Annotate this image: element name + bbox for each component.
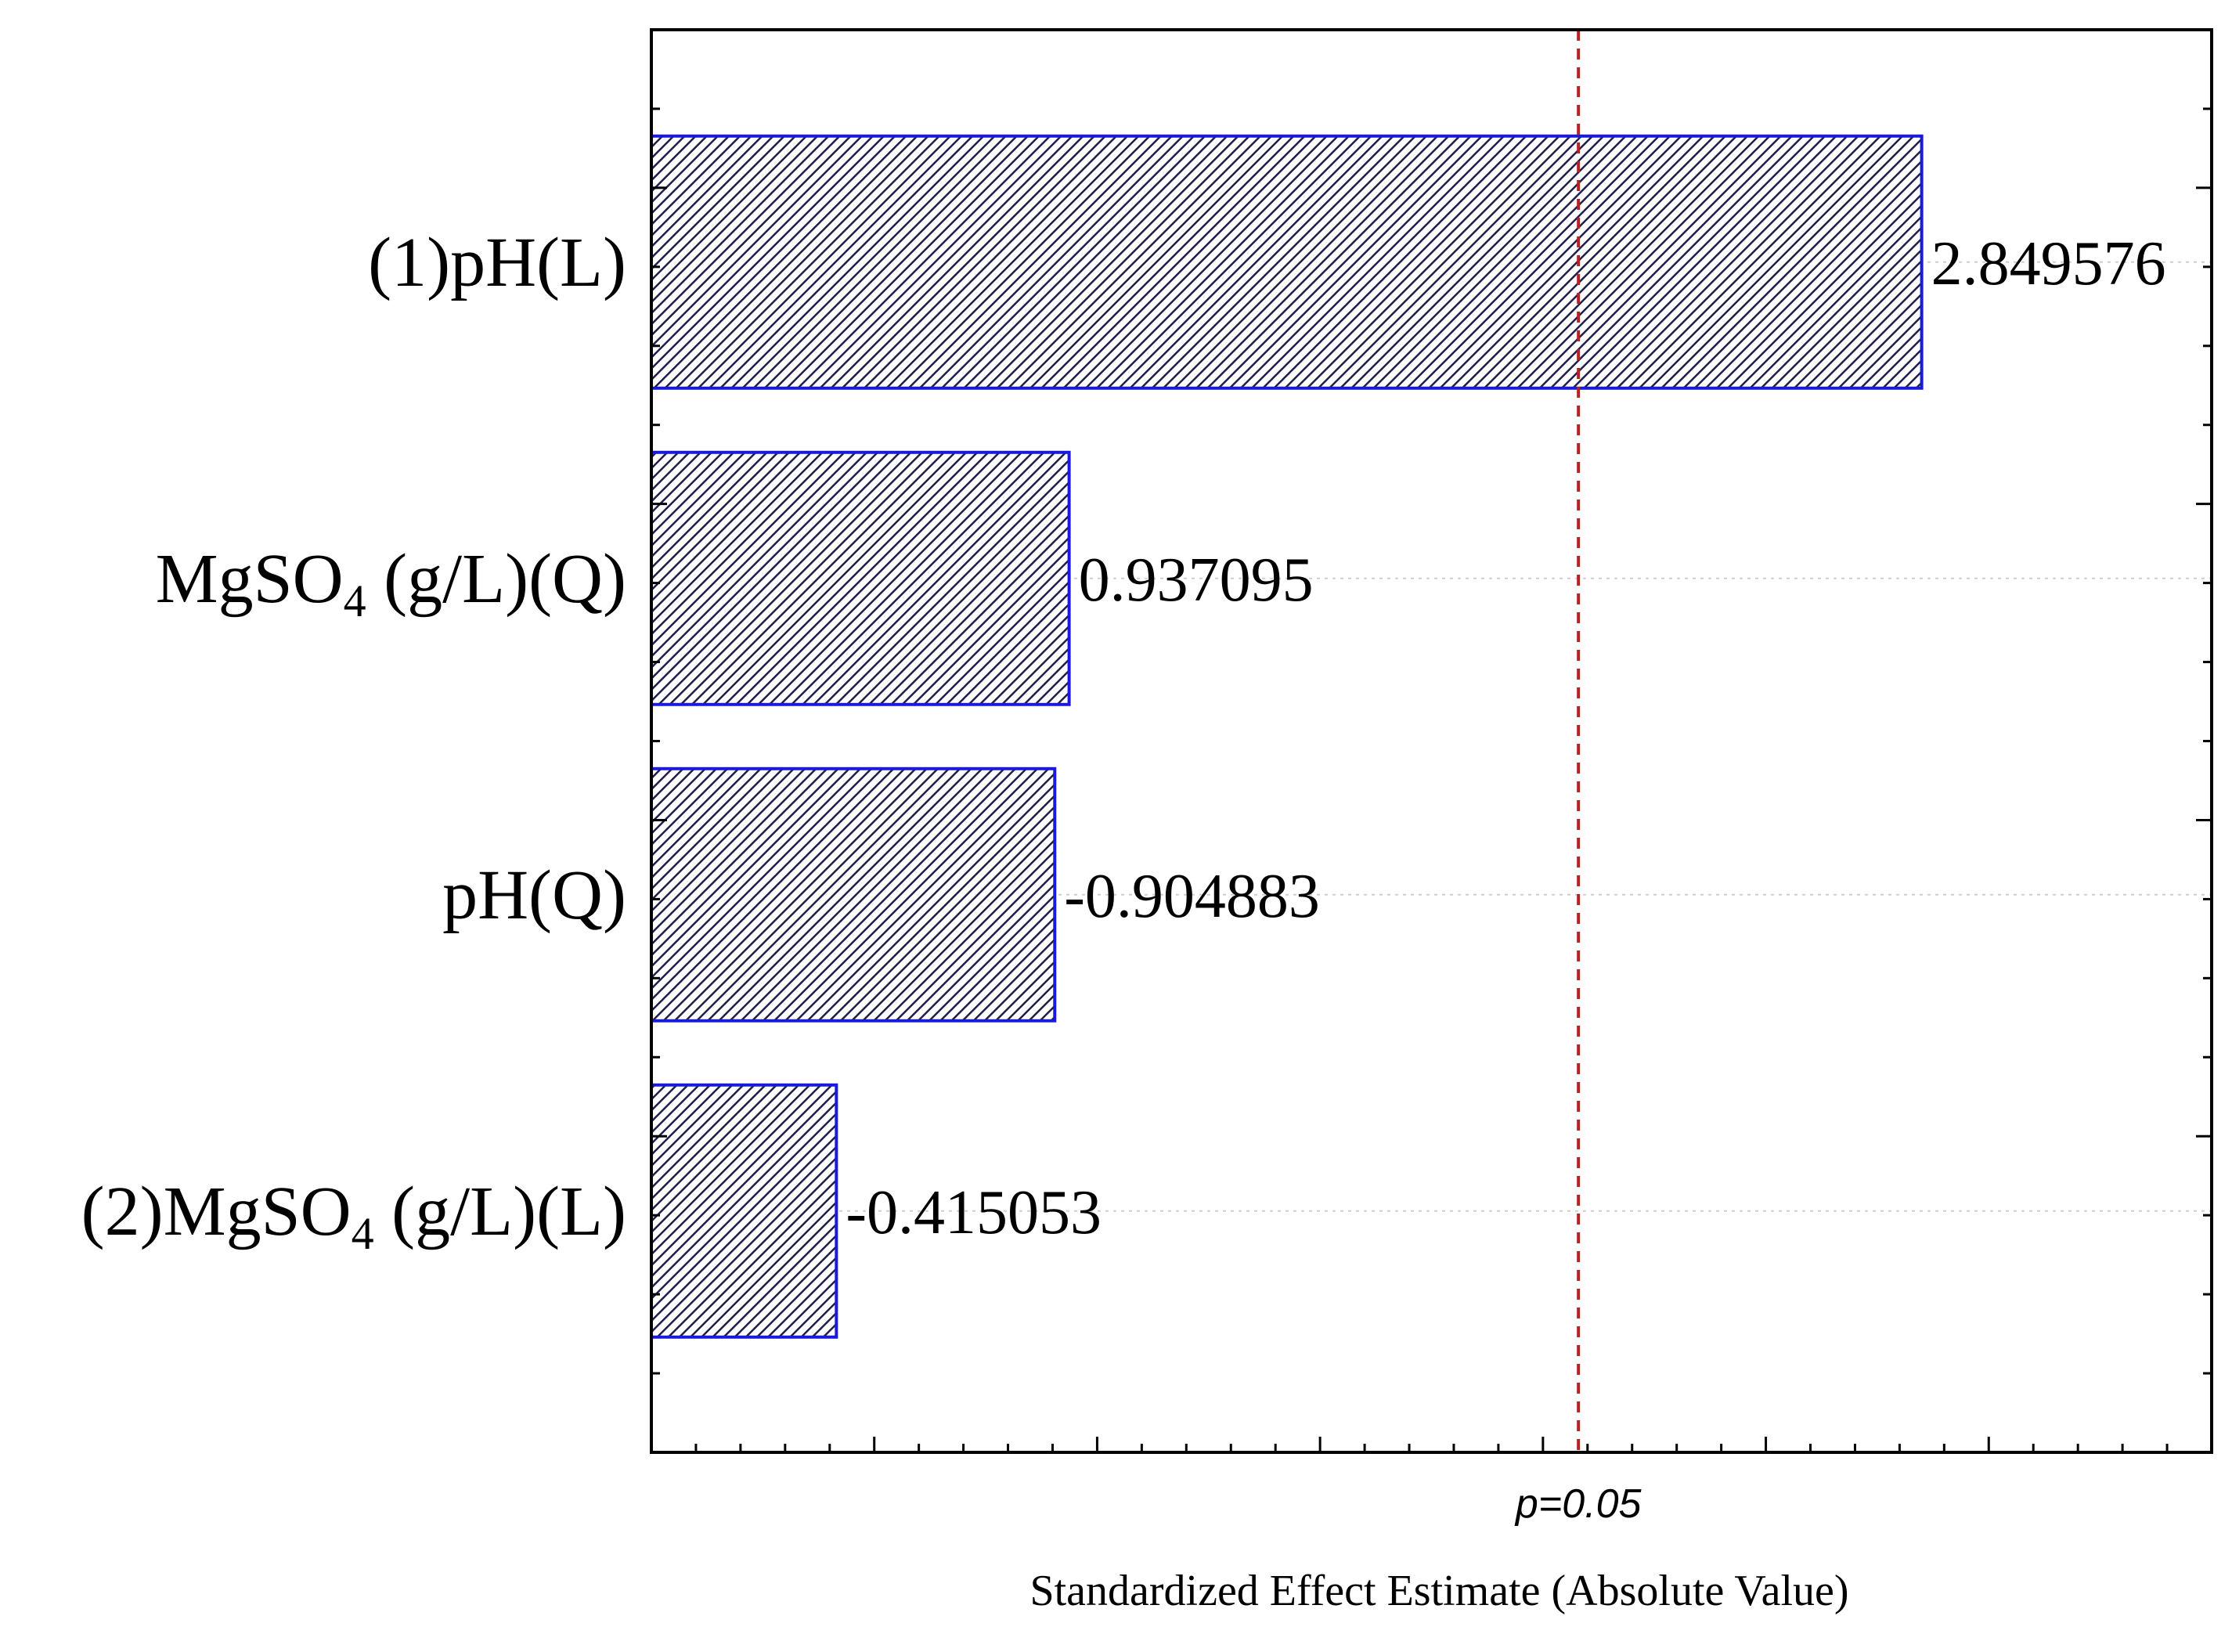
category-label: (2)MgSO4 (g/L)(L) <box>81 1173 626 1259</box>
category-label: MgSO4 (g/L)(Q) <box>156 540 626 626</box>
value-label: -0.415053 <box>846 1178 1102 1247</box>
value-label: -0.904883 <box>1064 862 1320 931</box>
value-label: 0.937095 <box>1079 546 1314 615</box>
x-axis-label: Standardized Effect Estimate (Absolute V… <box>1029 1567 1848 1615</box>
reference-line-label: p=0.05 <box>1514 1481 1642 1527</box>
labels: (1)pH(L) MgSO4 (g/L)(Q) pH(Q) (2)MgSO4 (g/L… <box>81 224 2166 1259</box>
bar <box>650 766 1057 1023</box>
gridlines <box>651 261 2212 1212</box>
bars <box>650 134 1924 1339</box>
bar <box>650 450 1071 706</box>
category-label: (1)pH(L) <box>368 224 626 301</box>
bar <box>650 1083 838 1339</box>
category-label: pH(Q) <box>442 857 626 934</box>
value-label: 2.849576 <box>1931 229 2166 298</box>
bar <box>650 134 1924 390</box>
axis-ticks <box>650 107 2213 1452</box>
